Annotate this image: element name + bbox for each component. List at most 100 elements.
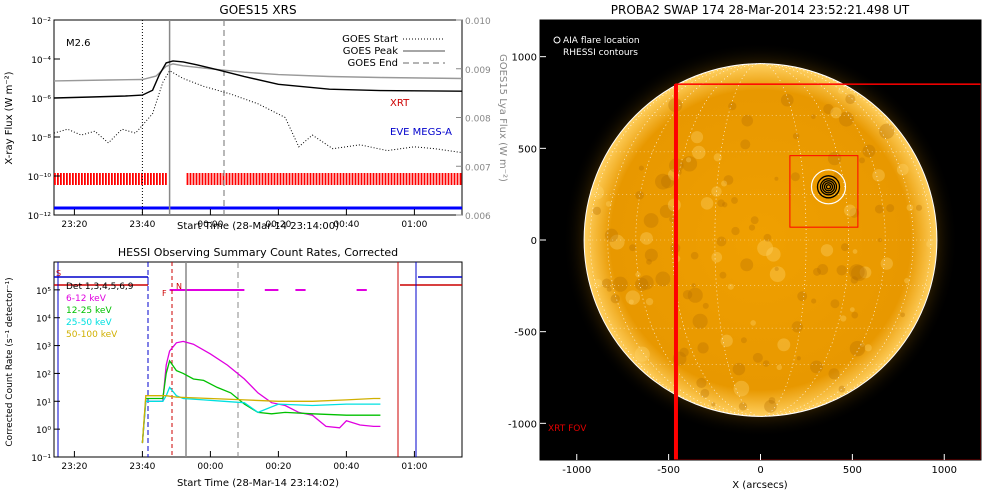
xrt-fov-label: XRT FOV [548,424,587,434]
dark-region [660,174,675,189]
x-tick-label: 00:40 [333,220,359,230]
x-tick-label: 23:40 [129,462,155,472]
observation-tick [186,173,189,185]
observation-tick [396,173,399,185]
dark-region [691,283,696,288]
observation-tick [438,173,441,185]
observation-tick [375,173,378,185]
observation-tick [231,173,234,185]
observation-tick [267,173,270,185]
dark-region [655,271,671,287]
y-tick-label: 10³ [36,343,51,353]
observation-tick [63,173,65,185]
dark-region [681,156,698,172]
observation-tick [345,173,348,185]
dark-region [836,265,847,276]
observation-tick [105,173,107,185]
observation-tick [291,173,294,185]
dark-region [823,103,834,115]
x-tick-label: 00:20 [265,462,291,472]
observation-tick [111,173,113,185]
goes-title: GOES15 XRS [219,3,296,17]
observation-tick [273,173,276,185]
bright-region [777,338,791,352]
dark-region [774,266,779,271]
dark-region [732,362,746,376]
observation-tick [72,173,74,185]
observation-tick [279,173,282,185]
bright-region [906,204,914,211]
y2-tick-label: 0.007 [465,163,491,173]
observation-tick [207,173,210,185]
dark-region [639,275,654,290]
hessi-flag-n: N [176,282,182,291]
goes-xrt-label: XRT [390,98,410,109]
swap-legend-aia: AIA flare location [563,36,640,46]
observation-tick [444,173,447,185]
dark-region [791,321,803,333]
x-tick-label: 500 [843,465,862,476]
observation-tick [240,173,243,185]
dark-region [738,402,748,411]
observation-tick [252,173,255,185]
y-tick-label: 1000 [512,53,537,64]
observation-tick [159,173,161,185]
dark-region [606,286,612,292]
observation-tick [351,173,354,185]
dark-region [655,173,671,190]
goes-legend-peak: GOES Peak [343,46,398,57]
observation-tick [282,173,285,185]
x-tick-label: 00:20 [265,220,291,230]
dark-region [690,251,699,260]
bright-region [628,299,634,305]
dark-region [879,123,895,139]
observation-tick [294,173,297,185]
hessi-title: HESSI Observing Summary Count Rates, Cor… [118,246,398,259]
hessi-legend: Det 1,3,4,5,6,9 6-12 keV 12-25 keV 25-50… [66,282,134,340]
bright-region [904,277,910,284]
bright-region [860,342,865,347]
observation-tick [297,173,300,185]
bright-region [859,266,872,279]
observation-tick [204,173,207,185]
observation-tick [306,173,309,185]
observation-tick [312,173,315,185]
dark-region [900,312,906,318]
x-tick-label: 23:20 [61,220,87,230]
dark-region [659,204,674,218]
dark-region [643,213,659,228]
dark-region [634,277,649,292]
dark-region [719,271,727,279]
dark-region [797,291,808,302]
dark-region [886,204,895,213]
observation-tick [243,173,246,185]
x-tick-label: -500 [657,465,680,476]
hessi-legend-det: Det 1,3,4,5,6,9 [66,282,134,292]
dark-region [748,224,756,231]
x-tick-label: 00:40 [333,462,359,472]
dark-region [851,311,859,319]
bright-region [625,290,641,305]
y-tick-label: 10⁻¹ [31,454,51,464]
observation-tick [129,173,131,185]
y-tick-label: 10¹ [36,398,51,408]
dark-region [827,151,842,166]
bright-region [692,145,706,160]
bright-region [776,364,783,371]
observation-tick [162,173,164,185]
bright-region [590,185,605,200]
observation-tick [363,173,366,185]
observation-tick [264,173,267,185]
observation-tick [450,173,453,185]
observation-tick [138,173,140,185]
observation-tick [75,173,77,185]
observation-tick [447,173,450,185]
dark-region [838,111,854,127]
y-tick-label: -500 [514,328,537,339]
dark-region [696,377,707,389]
observation-tick [246,173,249,185]
rhessi-contour [819,178,838,196]
dark-region [717,199,725,207]
observation-tick [189,173,192,185]
observation-tick [81,173,83,185]
